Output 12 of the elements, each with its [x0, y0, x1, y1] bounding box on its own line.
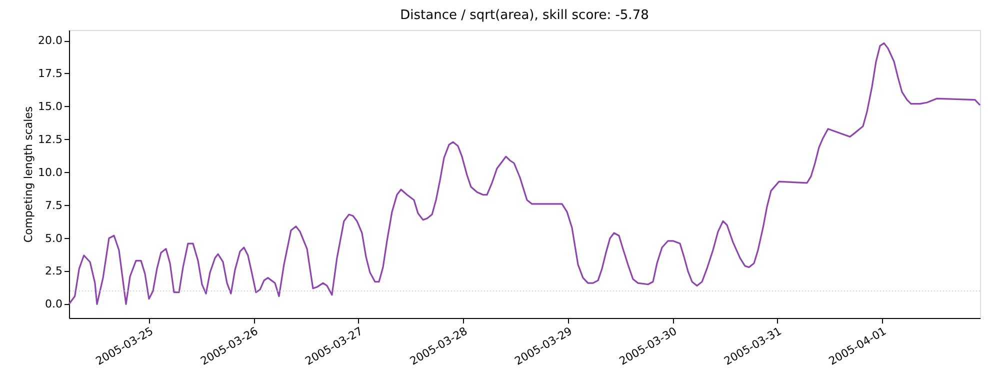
y-tick-label: 20.0: [38, 34, 62, 48]
y-tick-label: 15.0: [38, 100, 62, 113]
y-axis-title: Competing length scales: [22, 106, 36, 243]
y-tick-label: 12.5: [38, 132, 62, 146]
chart-title: Distance / sqrt(area), skill score: -5.78: [400, 8, 649, 23]
y-tick-label: 17.5: [38, 66, 62, 80]
y-tick-label: 5.0: [45, 232, 62, 245]
line-series: [68, 42, 981, 305]
y-tick-label: 0.0: [45, 298, 62, 311]
y-tick-label: 2.5: [45, 264, 62, 278]
y-tick-label: 10.0: [38, 166, 62, 179]
y-tick-label: 7.5: [45, 198, 62, 212]
